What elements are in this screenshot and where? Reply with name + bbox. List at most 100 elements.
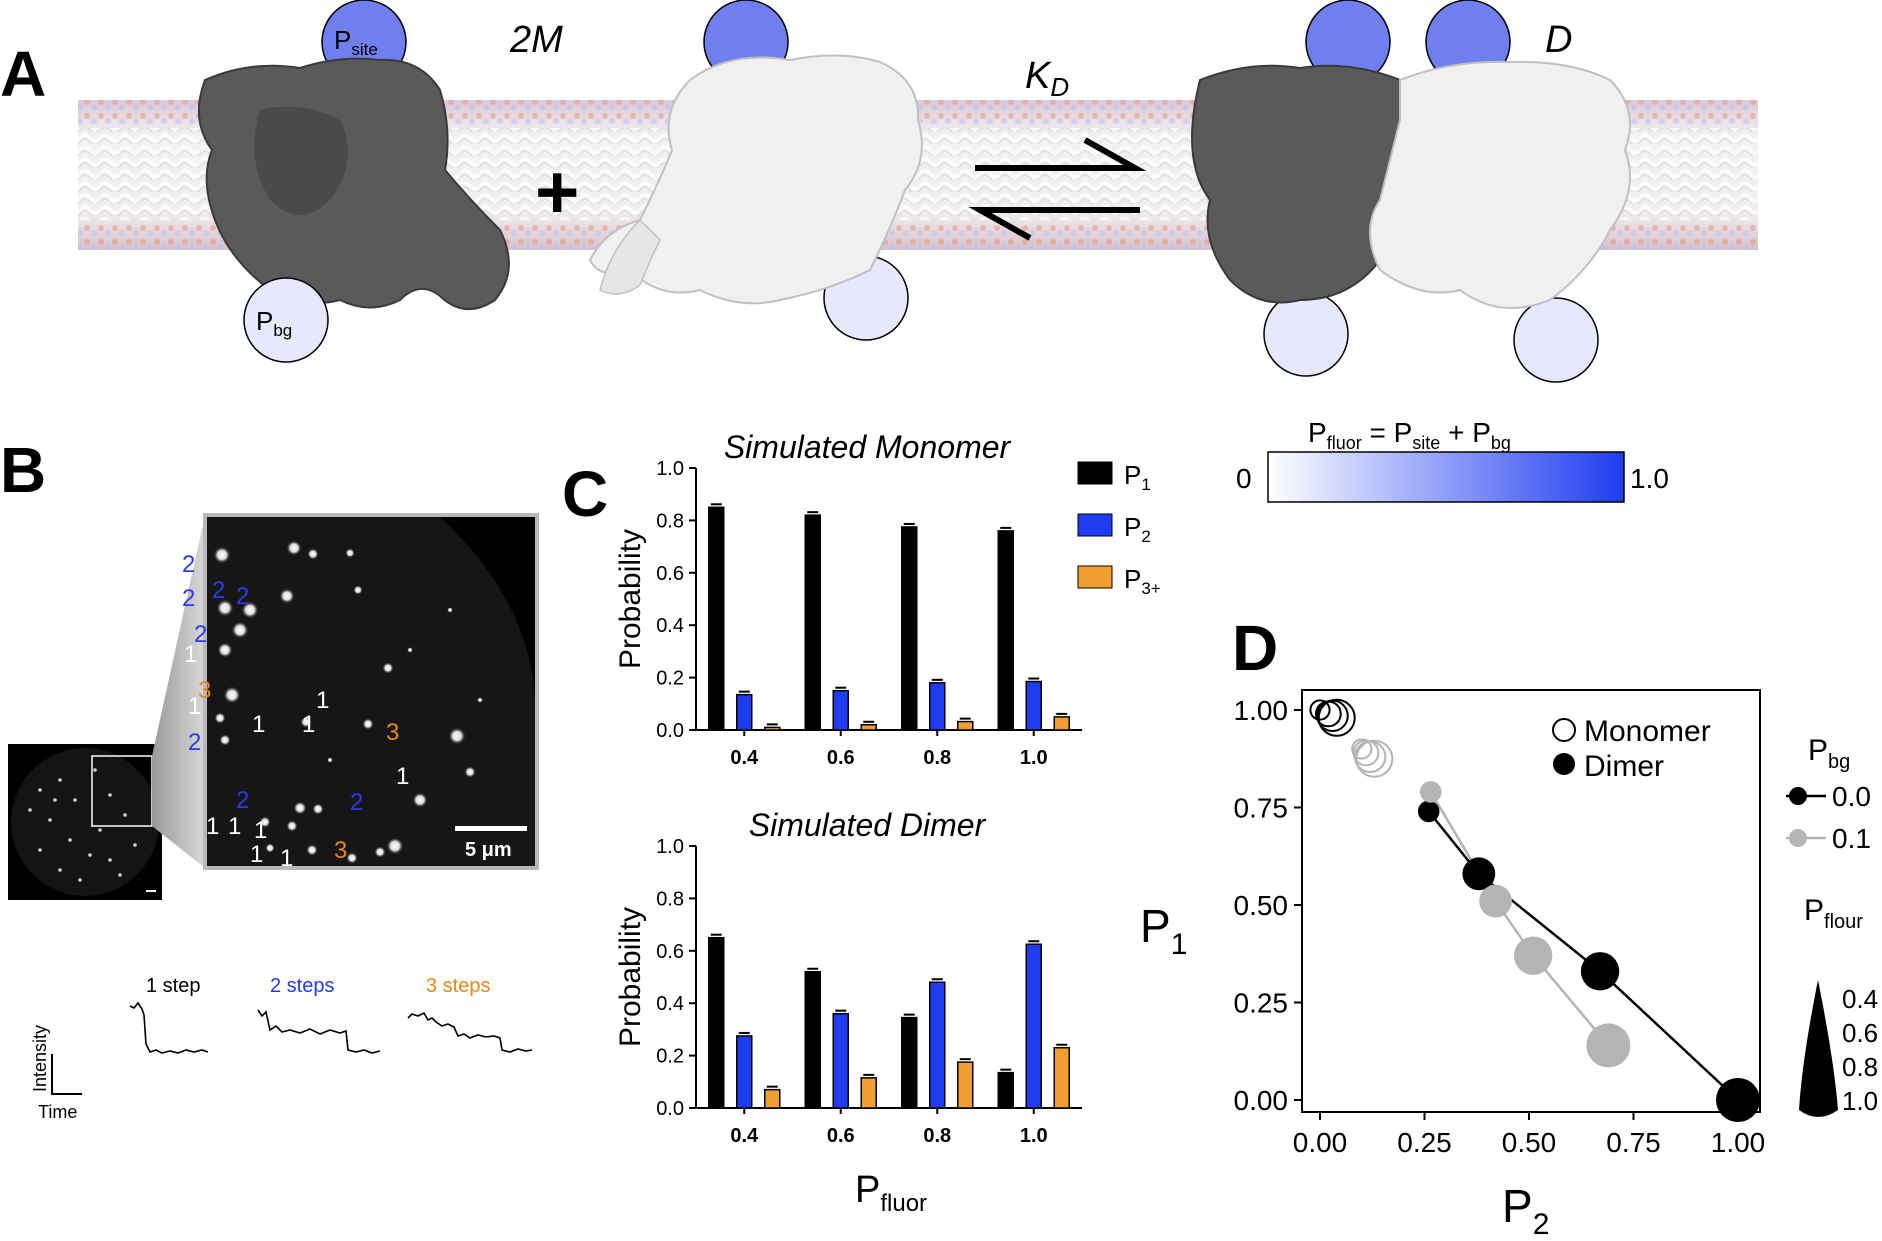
- x-tick-label: 1.0: [1020, 1125, 1048, 1147]
- y-tick-label: 0.0: [656, 720, 684, 742]
- label-d: D: [1545, 19, 1572, 61]
- legend-monomer-marker: [1552, 718, 1576, 742]
- trace-axis: Intensity Time: [30, 1025, 82, 1122]
- panel-a: A Psite Pbg 2M + KD D: [0, 0, 1758, 383]
- pbg-legend-marker-1: [1789, 829, 1807, 847]
- x-tick-label: 0.25: [1397, 1127, 1452, 1158]
- colorbar-gradient: [1267, 451, 1625, 503]
- spot-label: 2: [212, 577, 225, 604]
- zoomed-scalebar: [455, 826, 527, 831]
- pbg-legend-label-0: 0.0: [1832, 781, 1871, 812]
- pflour-legend-0: 0.4: [1842, 984, 1878, 1014]
- y-tick-label: 0.00: [1234, 1085, 1289, 1116]
- bar-p2: [929, 682, 946, 731]
- overview-cell: [11, 748, 159, 896]
- bar-p1: [997, 1071, 1014, 1109]
- bar-p2: [1025, 680, 1042, 731]
- pfluor-colorbar: Pfluor = Psite + Pbg 0 1.0: [1236, 417, 1669, 503]
- y-tick-label: 0.8: [656, 888, 684, 910]
- trace-3-steps: 3 steps: [407, 975, 533, 1053]
- bar-p1: [997, 530, 1014, 731]
- monomer-dark-shading: [254, 106, 348, 215]
- dimer-pbg-1: [1263, 291, 1349, 377]
- monomer-point: [1351, 738, 1373, 760]
- bar-p2: [736, 693, 753, 731]
- pflour-legend-2: 0.8: [1842, 1052, 1878, 1082]
- pbg-legend-marker-0: [1789, 787, 1807, 805]
- bar-p3plus: [764, 726, 781, 731]
- y-tick-label: 0.25: [1234, 988, 1289, 1019]
- monomer-white-tail: [599, 218, 661, 295]
- spot-label: 2: [350, 789, 363, 816]
- colorbar-min-label: 0: [1236, 463, 1252, 494]
- bar-p2: [736, 1035, 753, 1109]
- bar-p2: [832, 1012, 849, 1109]
- legend-p3-label: P3+: [1124, 564, 1161, 598]
- y-axis-label: Probability: [614, 529, 647, 669]
- scatter-xlabel: P2: [1502, 1180, 1549, 1241]
- dimer-point: [1462, 857, 1496, 891]
- bar-p3plus: [860, 1077, 877, 1109]
- panel-c-letter: C: [562, 458, 608, 530]
- pfluor-xlabel: Pfluor: [855, 1169, 927, 1217]
- bar-p1: [901, 1016, 918, 1109]
- pbg-legend-label-1: 0.1: [1832, 823, 1871, 854]
- spot-label: 2: [236, 787, 249, 814]
- dimer-point: [1580, 952, 1620, 991]
- x-tick-label: 0.4: [730, 747, 759, 769]
- series-line: [1429, 791, 1610, 1047]
- pflour-legend-1: 0.6: [1842, 1018, 1878, 1048]
- spot-label: 3: [334, 837, 347, 864]
- bar-p1: [804, 971, 821, 1109]
- x-tick-label: 0.4: [730, 1125, 759, 1147]
- y-tick-label: 0.0: [656, 1098, 684, 1120]
- bar-p3plus: [1053, 716, 1070, 731]
- spot-label: 3: [386, 719, 399, 746]
- panel-a-letter: A: [0, 38, 46, 110]
- y-tick-label: 0.2: [656, 668, 684, 690]
- legend-p3-swatch: [1077, 565, 1113, 589]
- label-kd: KD: [1025, 55, 1069, 102]
- monomer-point: [1352, 739, 1380, 767]
- x-tick-label: 1.0: [1020, 747, 1048, 769]
- plus-sign: +: [535, 150, 579, 235]
- spot-label: 1: [252, 711, 265, 738]
- bar-p1: [804, 514, 821, 731]
- spot-label: 1: [316, 687, 329, 714]
- bar-p2: [1025, 943, 1042, 1109]
- legend-dimer-marker: [1553, 753, 1575, 775]
- y-tick-label: 0.50: [1234, 890, 1289, 921]
- trace-1-label: 1 step: [146, 975, 200, 997]
- monomer-point: [1309, 699, 1331, 721]
- equilibrium-arrows: [968, 137, 1147, 241]
- chart-simulated-dimer: Simulated Dimer 0.0 0.2 0.4 0.6 0.8 1.0 Probabi…: [614, 807, 1082, 1147]
- bar-p2: [929, 981, 946, 1109]
- scatter-shape-legend: Monomer Dimer: [1552, 715, 1711, 783]
- zoomed-scalebar-label: 5 μm: [465, 839, 512, 861]
- dimer-point: [1586, 1023, 1631, 1068]
- trace-1-step: 1 step: [129, 975, 209, 1054]
- legend-p1-label: P1: [1124, 460, 1151, 494]
- spot-label: 1: [206, 813, 219, 840]
- spot-label: 3: [198, 677, 211, 704]
- y-tick-label: 1.0: [656, 458, 684, 480]
- bar-p1: [708, 936, 725, 1109]
- trace-2-label: 2 steps: [270, 975, 334, 997]
- bar-p3plus: [764, 1088, 781, 1109]
- x-tick-label: 0.75: [1606, 1127, 1661, 1158]
- y-tick-label: 1.0: [656, 836, 684, 858]
- dimer-point: [1716, 1078, 1760, 1122]
- legend-p2-label: P2: [1124, 512, 1151, 546]
- trace-2-steps: 2 steps: [257, 975, 381, 1054]
- spot-label: 1: [250, 841, 263, 868]
- scatter-pbg-legend: Pbg 0.0 0.1: [1786, 734, 1871, 854]
- colorbar-max-label: 1.0: [1630, 463, 1669, 494]
- zoomed-spots: [213, 540, 483, 864]
- trace-3-label: 3 steps: [426, 975, 490, 997]
- x-tick-label: 0.8: [923, 747, 951, 769]
- y-tick-label: 0.4: [656, 993, 684, 1015]
- chart-p1-vs-p2: 0.00 0.25 0.50 0.75 1.00 0.00 0.25 0.50 0.75 1.00: [1234, 689, 1765, 1158]
- scatter-frame: [1301, 689, 1761, 1113]
